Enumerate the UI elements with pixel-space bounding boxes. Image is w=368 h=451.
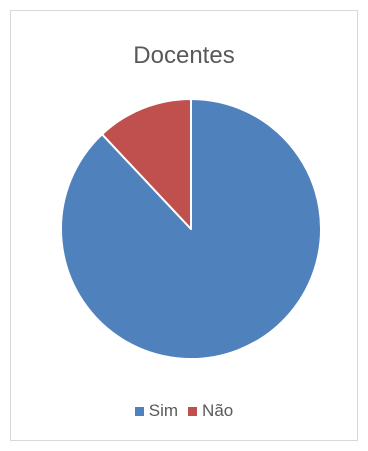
pie-chart [60, 98, 322, 360]
chart-legend: Sim Não [11, 401, 357, 421]
chart-title: Docentes [133, 42, 235, 69]
pie-slice-nao [101, 98, 192, 230]
pie-slices [60, 98, 322, 360]
legend-item-sim: Sim [134, 401, 179, 421]
legend-swatch-nao [188, 406, 198, 416]
legend-label-sim: Sim [148, 401, 179, 420]
legend-item-nao: Não [188, 401, 233, 421]
legend-label-nao: Não [202, 401, 234, 420]
legend-swatch-sim [134, 406, 144, 416]
chart-frame: Docentes Sim Não [10, 10, 358, 441]
